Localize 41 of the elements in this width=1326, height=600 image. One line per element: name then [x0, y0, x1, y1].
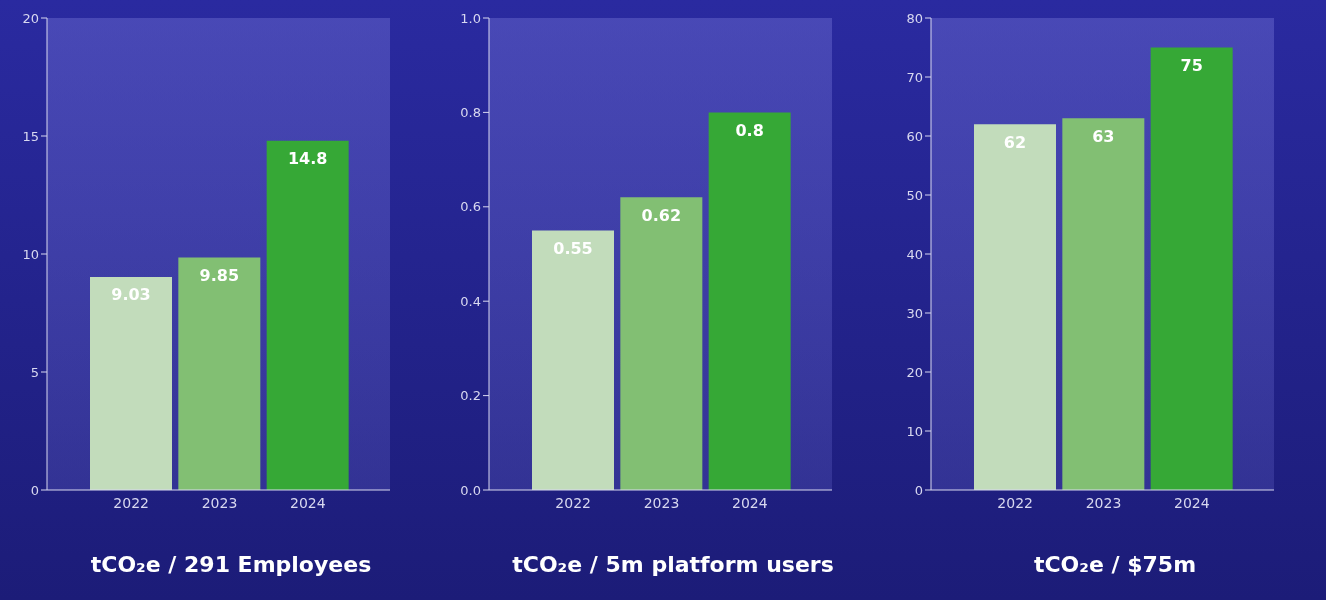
x-tick-label: 2022: [113, 494, 149, 511]
data-label: 62: [1003, 132, 1027, 152]
data-label: 0.55: [553, 238, 593, 258]
y-tick-label: 0.6: [460, 199, 481, 215]
y-tick-label: 0.4: [460, 293, 481, 309]
y-tick-label: 0.2: [460, 388, 481, 404]
x-axis-title: tCO₂e / 5m platform users: [512, 552, 834, 577]
x-axis-title: tCO₂e / $75m: [1033, 552, 1197, 577]
x-tick-label: 2023: [1085, 494, 1122, 511]
data-label: 0.62: [641, 205, 682, 225]
data-label: 9.03: [111, 285, 151, 305]
y-tick-label: 50: [906, 187, 923, 203]
x-tick-label: 2022: [997, 494, 1033, 511]
y-tick-label: 15: [22, 128, 39, 144]
y-tick-label: 60: [906, 128, 923, 144]
x-tick-label: 2023: [643, 494, 680, 511]
x-tick-label: 2023: [201, 494, 238, 511]
data-label: 75: [1180, 55, 1203, 75]
x-tick-label: 2022: [555, 494, 591, 511]
x-tick-label: 2024: [1174, 494, 1210, 511]
y-tick-label: 70: [906, 69, 923, 85]
y-tick-label: 20: [906, 364, 923, 380]
y-tick-label: 0: [30, 482, 39, 498]
data-label: 63: [1092, 126, 1115, 146]
y-tick-label: 0.8: [460, 105, 481, 121]
y-tick-label: 10: [906, 423, 923, 439]
y-tick-label: 10: [22, 246, 39, 262]
y-tick-label: 40: [906, 246, 923, 262]
y-tick-label: 30: [906, 305, 923, 321]
y-tick-label: 0.0: [460, 482, 481, 498]
data-label: 14.8: [287, 149, 328, 169]
y-tick-label: 5: [30, 364, 39, 380]
x-axis-title: tCO₂e / 291 Employees: [90, 552, 372, 577]
x-tick-label: 2024: [732, 494, 768, 511]
y-tick-label: 0: [914, 482, 923, 498]
y-tick-label: 1.0: [460, 10, 481, 26]
x-tick-label: 2024: [290, 494, 326, 511]
y-tick-label: 20: [22, 10, 39, 26]
y-tick-label: 80: [906, 10, 923, 26]
data-label: 0.8: [735, 120, 764, 140]
data-label: 9.85: [199, 265, 240, 285]
